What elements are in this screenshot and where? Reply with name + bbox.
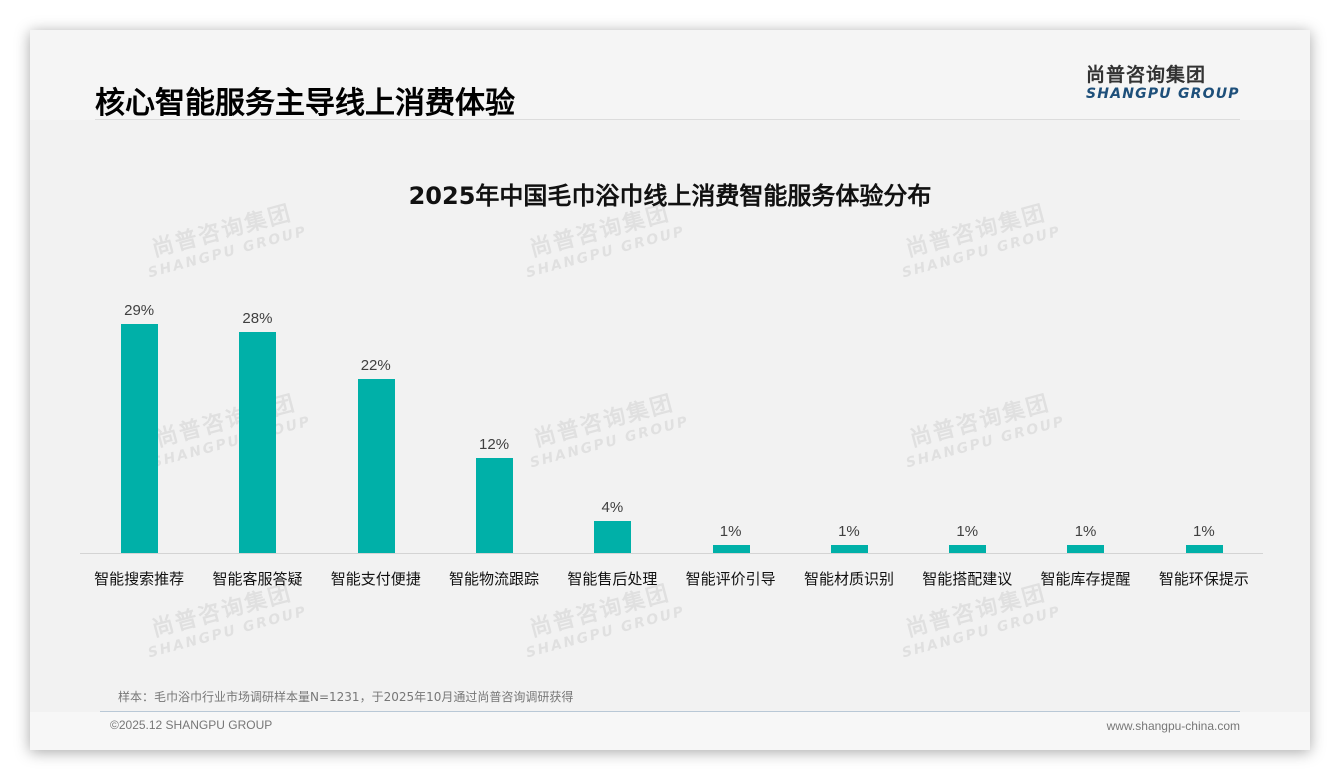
- x-axis-category-label: 智能材质识别: [803, 570, 894, 588]
- sample-footnote: 样本：毛巾浴巾行业市场调研样本量N=1231，于2025年10月通过尚普咨询调研…: [118, 690, 574, 704]
- bar-group: 22%: [317, 280, 435, 553]
- bar[interactable]: [239, 331, 277, 553]
- bar-value-label: 22%: [360, 357, 391, 375]
- header-band: [30, 30, 1310, 120]
- x-axis-category-label: 智能搭配建议: [922, 570, 1013, 588]
- logo-en-text: SHANGPU GROUP: [1086, 86, 1240, 102]
- bar-value-label: 4%: [601, 499, 624, 517]
- bar-chart-plot: 29% 28% 22% 12% 4% 1% 1% 1% 1% 1%: [80, 280, 1263, 554]
- bar[interactable]: [121, 324, 158, 553]
- x-axis-category-label: 智能售后处理: [567, 570, 658, 588]
- bar-group: 28%: [198, 280, 316, 553]
- bar-value-label: 12%: [479, 436, 510, 454]
- copyright-text: ©2025.12 SHANGPU GROUP: [110, 718, 273, 732]
- footer-divider: [100, 711, 1240, 712]
- bar-value-label: 1%: [1074, 523, 1097, 541]
- bar-value-label: 1%: [838, 523, 860, 541]
- x-axis-category-label: 智能客服答疑: [212, 570, 303, 588]
- x-axis-line: [80, 553, 1263, 554]
- bar-group: 1%: [790, 280, 908, 553]
- bar[interactable]: [830, 545, 868, 553]
- bar[interactable]: [1067, 545, 1105, 553]
- x-axis-category-label: 智能库存提醒: [1040, 570, 1131, 588]
- bar[interactable]: [475, 458, 513, 553]
- company-logo: 尚普咨询集团 SHANGPU GROUP: [1086, 64, 1246, 102]
- x-axis-category-label: 智能物流跟踪: [449, 570, 540, 588]
- bar-value-label: 1%: [719, 523, 742, 541]
- x-axis-category-label: 智能环保提示: [1158, 570, 1249, 588]
- bar[interactable]: [949, 545, 987, 553]
- x-axis-category-label: 智能支付便捷: [330, 570, 421, 588]
- footer-band: [30, 712, 1310, 750]
- bar-value-label: 1%: [956, 523, 979, 541]
- logo-cn-text: 尚普咨询集团: [1086, 64, 1207, 86]
- bar-group: 12%: [435, 280, 553, 553]
- bar[interactable]: [712, 545, 750, 553]
- bar[interactable]: [357, 379, 395, 553]
- bar-value-label: 1%: [1192, 523, 1215, 541]
- bar-group: 1%: [672, 280, 790, 553]
- bar-group: 1%: [1026, 280, 1144, 553]
- bar[interactable]: [1185, 545, 1223, 553]
- bar[interactable]: [594, 521, 632, 553]
- chart-title: 2025年中国毛巾浴巾线上消费智能服务体验分布: [408, 182, 932, 210]
- bar-group: 1%: [908, 280, 1026, 553]
- x-axis-category-label: 智能搜索推荐: [94, 570, 185, 588]
- bar-group: 4%: [553, 280, 671, 553]
- page-title: 核心智能服务主导线上消费体验: [95, 86, 515, 121]
- header-divider: [95, 119, 1240, 120]
- x-axis-category-label: 智能评价引导: [685, 570, 776, 588]
- bar-value-label: 28%: [242, 309, 273, 327]
- bar-group: 29%: [80, 280, 198, 553]
- website-link[interactable]: www.shangpu-china.com: [1106, 719, 1240, 733]
- bar-value-label: 29%: [124, 302, 155, 319]
- bar-group: 1%: [1145, 280, 1263, 553]
- slide: 核心智能服务主导线上消费体验 尚普咨询集团 SHANGPU GROUP 尚普咨询…: [30, 30, 1310, 750]
